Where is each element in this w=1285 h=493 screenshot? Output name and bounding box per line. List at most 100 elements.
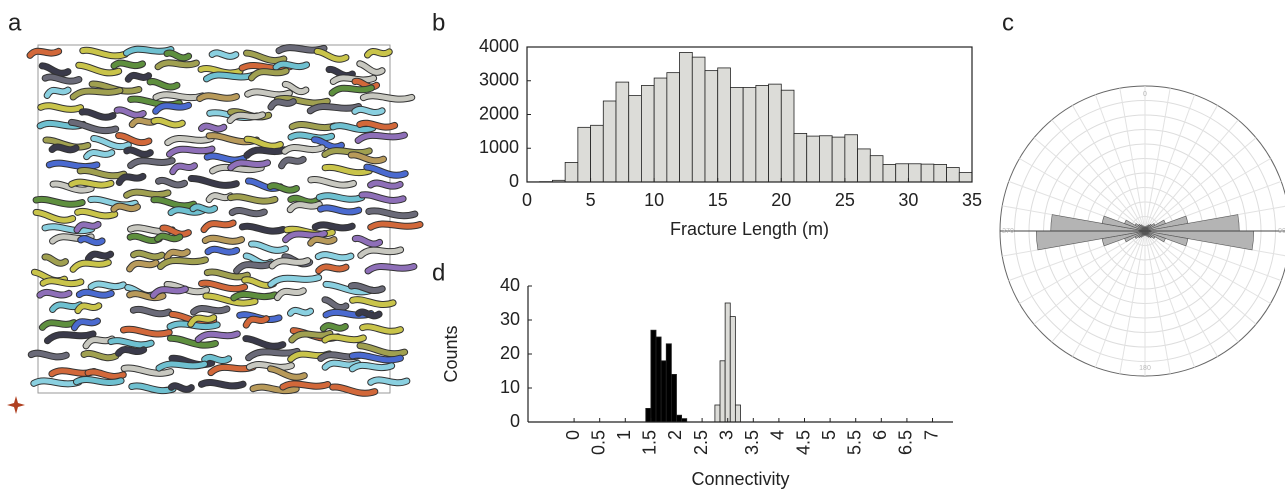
grid-spoke (1033, 230, 1146, 325)
x-tick-label: 6.5 (896, 430, 916, 455)
fracture (76, 289, 114, 298)
fracture (320, 323, 348, 331)
fracture (39, 320, 77, 330)
fracture (231, 291, 278, 301)
fracture (116, 133, 152, 146)
bar (660, 360, 667, 423)
fracture (355, 132, 407, 143)
fracture (229, 208, 267, 217)
panel-label: b (432, 9, 445, 36)
fracture (168, 207, 206, 216)
fracture (127, 291, 166, 301)
fracture (124, 189, 171, 198)
fracture (368, 221, 423, 230)
angle-label: 270 (1002, 228, 1014, 235)
fracture (128, 158, 175, 169)
fracture (91, 136, 131, 149)
fracture (204, 153, 247, 163)
compass-icon (7, 396, 25, 414)
fracture (315, 252, 354, 261)
fracture (357, 343, 408, 357)
grid-spoke (1094, 94, 1146, 232)
grid-spoke (1051, 230, 1146, 343)
fracture (84, 150, 115, 160)
fracture (88, 281, 126, 290)
fracture (202, 235, 245, 244)
fracture (197, 93, 239, 102)
grid-spoke (1144, 230, 1239, 343)
fracture (329, 85, 374, 96)
fracture (156, 177, 188, 188)
fracture (244, 50, 287, 64)
fracture (129, 383, 176, 394)
fracture (322, 148, 372, 158)
panel-label: a (8, 9, 22, 36)
grid-spoke (1019, 230, 1146, 304)
bar (564, 162, 579, 183)
fracture (350, 297, 396, 307)
fracture (360, 93, 415, 102)
fracture (282, 145, 325, 154)
x-axis-label: Connectivity (691, 469, 789, 489)
fracture (356, 309, 382, 319)
fracture (246, 348, 300, 361)
bar (645, 407, 652, 423)
x-tick-label: 1.5 (640, 430, 660, 455)
fracture (289, 330, 333, 343)
fracture (368, 377, 410, 386)
fracture (203, 293, 258, 306)
bar (920, 163, 935, 183)
y-tick-label: 20 (500, 343, 520, 363)
fracture (75, 208, 118, 219)
bar (895, 163, 909, 183)
fracture (40, 278, 84, 287)
fracture (279, 156, 306, 169)
fracture (28, 350, 69, 360)
bar (577, 126, 591, 183)
fracture (322, 334, 366, 343)
fracture (155, 233, 183, 242)
fracture (44, 331, 96, 344)
fracture (357, 61, 385, 75)
grid-spoke (1019, 158, 1146, 232)
fracture (322, 164, 372, 176)
bar (755, 85, 769, 183)
x-tick-label: 2.5 (691, 430, 711, 455)
fracture (274, 288, 306, 301)
fracture (228, 160, 270, 171)
fracture (227, 112, 266, 124)
fracture (308, 236, 337, 246)
x-tick-label: 35 (962, 190, 982, 210)
grid-spoke (1144, 230, 1171, 374)
fracture (78, 236, 105, 246)
bar (793, 132, 808, 183)
grid-spoke (1144, 119, 1239, 232)
y-tick-label: 40 (500, 275, 520, 295)
fracture (199, 280, 248, 292)
bar (691, 56, 706, 183)
y-axis-label: Counts (441, 325, 461, 382)
bar (650, 329, 657, 423)
fracture (243, 316, 269, 328)
fracture (69, 179, 114, 188)
fracture (85, 369, 126, 379)
fracture (316, 264, 349, 274)
fracture (168, 383, 194, 392)
fracture (348, 282, 385, 293)
bar (676, 414, 683, 423)
panel-label: c (1002, 9, 1014, 36)
fracture (249, 241, 288, 253)
fracture (267, 366, 307, 380)
x-tick-label: 25 (835, 190, 855, 210)
x-axis-label: Fracture Length (m) (670, 219, 829, 239)
fracture (131, 250, 165, 260)
fracture (166, 146, 215, 157)
fracture (88, 196, 138, 208)
x-tick-label: 1 (614, 430, 634, 440)
bar (729, 316, 736, 423)
fracture (267, 183, 299, 193)
fracture (165, 135, 214, 146)
fracture (317, 205, 362, 215)
panel-label: d (432, 259, 445, 286)
fracture (352, 235, 383, 247)
